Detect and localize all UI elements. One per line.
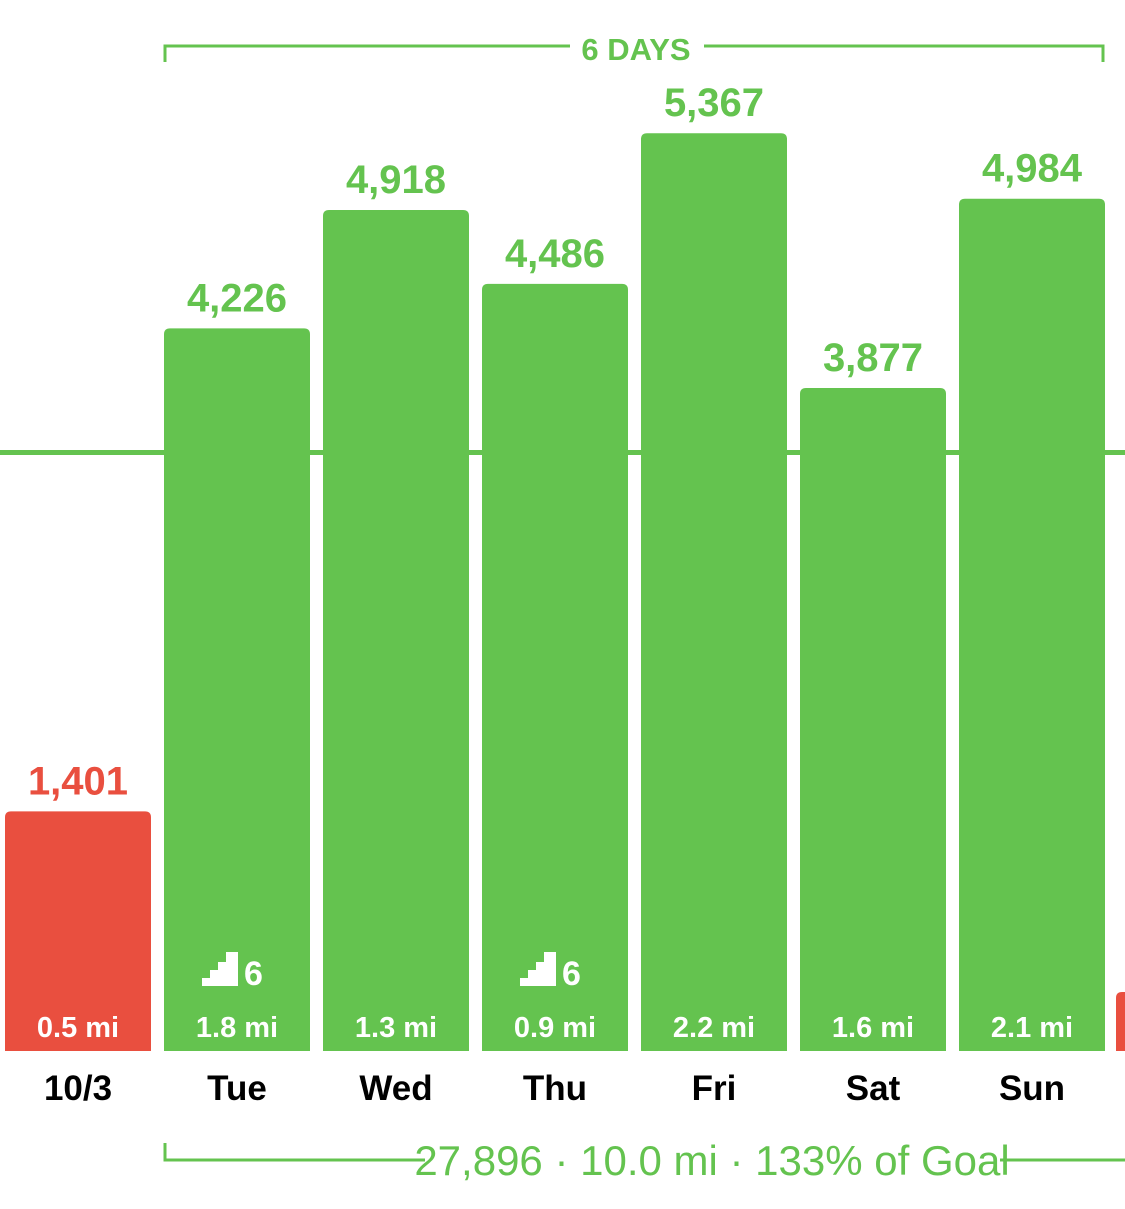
- day-label: Sun: [999, 1069, 1065, 1108]
- bar[interactable]: [164, 328, 310, 1051]
- distance-label: 0.5 mi: [37, 1012, 119, 1044]
- stairs-icon: [520, 952, 556, 986]
- day-label: Wed: [359, 1069, 432, 1108]
- bar[interactable]: [959, 198, 1105, 1052]
- distance-label: 2.1 mi: [991, 1012, 1073, 1044]
- weekly-summary: 27,896 · 10.0 mi · 133% of Goal: [414, 1137, 1009, 1184]
- streak-label: 6 DAYS: [581, 32, 690, 67]
- distance-label: 2.2 mi: [673, 1012, 755, 1044]
- value-label: 4,918: [346, 158, 446, 202]
- distance-label: 1.6 mi: [832, 1012, 914, 1044]
- day-label: 10/3: [44, 1069, 112, 1108]
- bar[interactable]: [323, 210, 469, 1052]
- value-label: 1,401: [28, 759, 128, 803]
- bar[interactable]: [800, 388, 946, 1052]
- distance-label: 1.3 mi: [355, 1012, 437, 1044]
- value-label: 4,984: [982, 147, 1083, 191]
- value-label: 3,877: [823, 336, 923, 380]
- day-label: Tue: [207, 1069, 267, 1108]
- value-label: 4,226: [187, 276, 287, 320]
- bar[interactable]: [5, 811, 151, 1051]
- bar[interactable]: [1116, 992, 1125, 1051]
- bar[interactable]: [641, 133, 787, 1052]
- day-label: Fri: [692, 1069, 737, 1108]
- value-label: 5,367: [664, 81, 764, 125]
- distance-label: 0.9 mi: [514, 1012, 596, 1044]
- stairs-icon: [202, 952, 238, 986]
- streak-bracket: 6 DAYS: [163, 32, 1105, 67]
- bar[interactable]: [482, 283, 628, 1051]
- day-label: Sat: [846, 1069, 901, 1108]
- floors-count: 6: [562, 955, 581, 993]
- value-label: 4,486: [505, 232, 605, 276]
- summary-bracket: 27,896 · 10.0 mi · 133% of Goal: [163, 1137, 1125, 1184]
- distance-label: 1.8 mi: [196, 1012, 278, 1044]
- day-label: Thu: [523, 1069, 587, 1108]
- floors-count: 6: [244, 955, 263, 993]
